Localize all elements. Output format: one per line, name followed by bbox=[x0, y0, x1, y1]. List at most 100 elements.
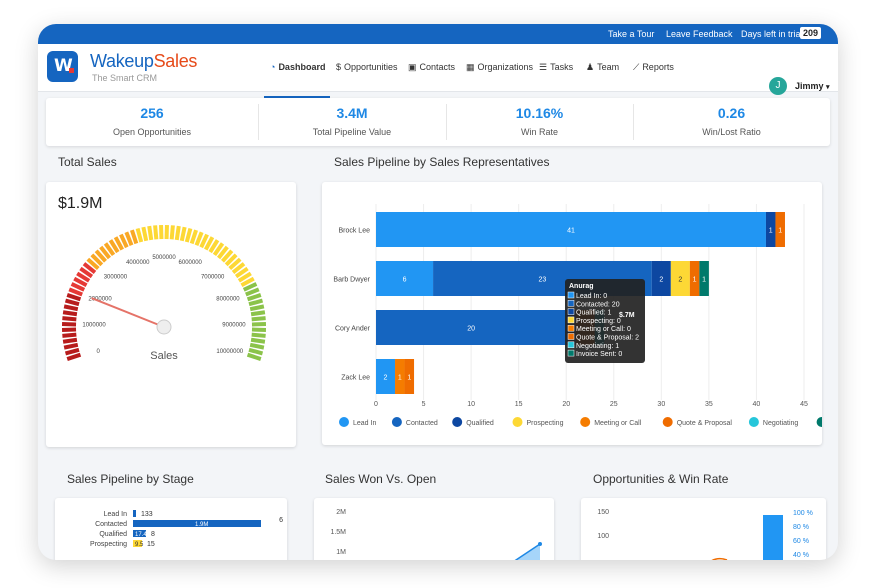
take-tour-link[interactable]: Take a Tour bbox=[608, 29, 655, 39]
opp-winrate-chart: 150 100 100 % 80 % 60 % 40 % bbox=[597, 509, 813, 560]
stage-card: Lead In 133 Contacted 1.9M Qualified 17.4 8 Pro… bbox=[55, 498, 287, 560]
gauge-segment bbox=[63, 304, 79, 312]
stage-label: Contacted bbox=[95, 521, 127, 528]
gauge-segment bbox=[224, 253, 238, 267]
x-tick-label: 5 bbox=[422, 401, 426, 408]
x-tick-label: 30 bbox=[657, 401, 665, 408]
bar-value-label: 2 bbox=[659, 277, 663, 284]
nav-item-label: Reports bbox=[642, 62, 674, 72]
gauge-segment bbox=[228, 257, 242, 270]
gauge-segment bbox=[237, 271, 252, 283]
gauge-tick-label: 9000000 bbox=[222, 323, 246, 329]
main-navbar: W WakeupSales The Smart CRM ◔ Dashboard $ O… bbox=[38, 44, 838, 98]
won-area bbox=[516, 544, 540, 560]
logo-dot bbox=[69, 68, 74, 73]
gauge-segment bbox=[147, 225, 154, 241]
stage-stray-mark: 6 bbox=[279, 517, 283, 524]
category-label: Cory Ander bbox=[335, 326, 371, 333]
gauge-segment bbox=[94, 249, 107, 263]
gauge-segment bbox=[62, 332, 77, 338]
stage-amount: 17.4 bbox=[135, 532, 147, 538]
nav-item-opportunities[interactable]: $ Opportunities bbox=[336, 62, 398, 72]
avatar[interactable]: J bbox=[769, 77, 787, 95]
gauge-segment bbox=[135, 227, 144, 243]
legend-label: Lead In bbox=[353, 420, 376, 427]
logo[interactable]: W bbox=[47, 51, 78, 82]
legend-label: Qualified bbox=[466, 420, 494, 427]
nav-item-tasks[interactable]: ☰ Tasks bbox=[539, 62, 573, 73]
legend-label: Negotiating bbox=[763, 420, 799, 427]
legend-swatch bbox=[452, 417, 463, 427]
nav-item-team[interactable]: ♟ Team bbox=[586, 62, 619, 73]
gauge-tick-label: 8000000 bbox=[216, 297, 240, 303]
leave-feedback-link[interactable]: Leave Feedback bbox=[666, 29, 733, 39]
bar-segment bbox=[376, 359, 396, 394]
kpi-open-opportunities[interactable]: 256 Open Opportunities bbox=[112, 105, 192, 137]
tooltip-row: Meeting or Call: 0 bbox=[576, 326, 631, 333]
x-tick-label: 20 bbox=[562, 401, 570, 408]
x-tick-label: 40 bbox=[753, 401, 761, 408]
user-menu[interactable]: Jimmy ▾ bbox=[795, 81, 830, 91]
gauge-tick-label: 3000000 bbox=[104, 275, 128, 281]
gauge-segment bbox=[62, 316, 77, 322]
gauge-tick-label: 1000000 bbox=[82, 323, 106, 329]
legend-label: Meeting or Call bbox=[594, 420, 642, 427]
gauge-segment bbox=[251, 316, 266, 322]
gauge-segment bbox=[113, 236, 124, 251]
bar-segment bbox=[404, 359, 415, 394]
won-y-tick: 1.5M bbox=[330, 529, 346, 536]
opp-bar bbox=[763, 515, 783, 560]
bar-segment bbox=[395, 359, 405, 394]
kpi-card: 256 Open Opportunities 3.4M Total Pipeline… bbox=[46, 98, 830, 146]
bar-segment bbox=[651, 261, 671, 296]
gauge-label: Sales bbox=[150, 350, 178, 362]
nav-item-label: Organizations bbox=[477, 62, 534, 72]
kpi-win-lost-ratio[interactable]: 0.26 Win/Lost Ratio bbox=[702, 105, 761, 137]
opp-right-tick: 40 % bbox=[793, 552, 809, 559]
gauge-segment bbox=[64, 298, 80, 307]
legend-swatch bbox=[580, 417, 591, 427]
gauge-segment bbox=[103, 242, 116, 257]
nav-item-organizations[interactable]: ▦ Organizations bbox=[466, 62, 533, 73]
x-tick-label: 15 bbox=[515, 401, 523, 408]
nav-item-dashboard[interactable]: ◔ Dashboard bbox=[270, 62, 325, 72]
tooltip-row: Lead In: 0 bbox=[576, 293, 607, 300]
list-icon: ☰ bbox=[539, 62, 548, 72]
gauge-segment bbox=[240, 276, 255, 287]
stage-count: 133 bbox=[141, 511, 153, 518]
x-tick-label: 10 bbox=[467, 401, 475, 408]
total-sales-title: Total Sales bbox=[58, 155, 117, 169]
gauge-segment bbox=[90, 253, 104, 267]
tooltip-swatch bbox=[567, 316, 575, 324]
nav-item-contacts[interactable]: ▣ Contacts bbox=[408, 62, 455, 73]
total-sales-card: $1.9M 0 1000000 2000000 3000000 4000000 50000… bbox=[46, 182, 296, 447]
bar-segment bbox=[689, 261, 700, 296]
stage-amount: 1.9M bbox=[195, 522, 208, 528]
winrate-line bbox=[711, 557, 728, 560]
gauge-segment bbox=[141, 226, 149, 242]
gauge-segment bbox=[248, 347, 264, 356]
gauge-segment bbox=[99, 245, 111, 260]
kpi-win-rate[interactable]: 10.16% Win Rate bbox=[515, 105, 564, 137]
gauge-tick-label: 4000000 bbox=[126, 260, 150, 266]
tooltip-extra: $.7M bbox=[619, 312, 635, 319]
gauge-needle bbox=[91, 297, 165, 328]
bar-value-label: 1 bbox=[702, 277, 706, 284]
x-tick-label: 35 bbox=[705, 401, 713, 408]
gauge-segment bbox=[249, 342, 265, 350]
tooltip-swatch bbox=[567, 333, 575, 340]
gauge-segment bbox=[70, 282, 86, 292]
gauge-segment bbox=[86, 257, 100, 270]
category-label: Brock Lee bbox=[338, 228, 370, 235]
logo-letter: W bbox=[54, 56, 73, 76]
nav-item-reports[interactable]: ⟋ Reports bbox=[633, 62, 674, 73]
opp-right-tick: 100 % bbox=[793, 510, 813, 517]
bar-segment bbox=[775, 212, 785, 247]
gauge-segment bbox=[169, 225, 175, 240]
gauge-segment bbox=[63, 342, 79, 350]
kpi-total-pipeline-value[interactable]: 3.4M Total Pipeline Value bbox=[312, 105, 392, 137]
stage-bar bbox=[133, 540, 142, 547]
gauge-segment bbox=[66, 352, 82, 361]
gauge-segment bbox=[250, 337, 266, 344]
gauge-segment bbox=[204, 236, 215, 251]
